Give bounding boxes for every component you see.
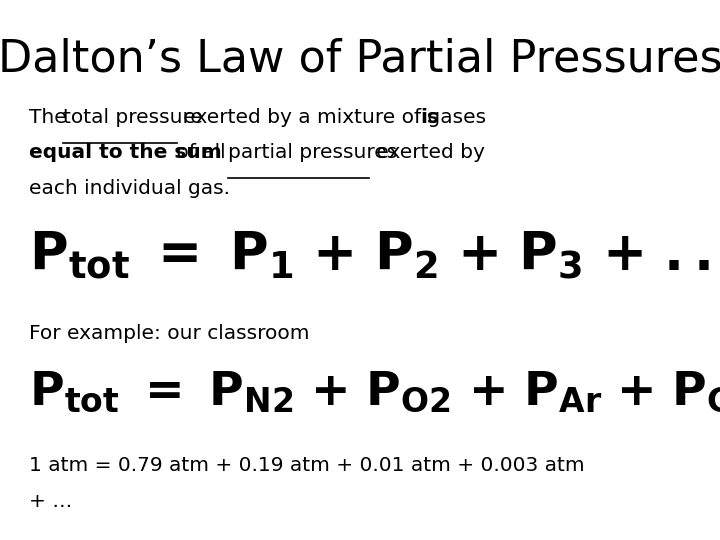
Text: of all: of all: [170, 143, 232, 162]
Text: + …: + …: [29, 492, 72, 511]
Text: total pressure: total pressure: [63, 108, 203, 127]
Text: is: is: [420, 108, 438, 127]
Text: exerted by a mixture of gases: exerted by a mixture of gases: [177, 108, 492, 127]
Text: The: The: [29, 108, 73, 127]
Text: 1 atm = 0.79 atm + 0.19 atm + 0.01 atm + 0.003 atm: 1 atm = 0.79 atm + 0.19 atm + 0.01 atm +…: [29, 456, 585, 475]
Text: equal to the sum: equal to the sum: [29, 143, 222, 162]
Text: For example: our classroom: For example: our classroom: [29, 324, 310, 343]
Text: Dalton’s Law of Partial Pressures: Dalton’s Law of Partial Pressures: [0, 38, 720, 81]
Text: exerted by: exerted by: [370, 143, 485, 162]
Text: partial pressures: partial pressures: [228, 143, 397, 162]
Text: each individual gas.: each individual gas.: [29, 179, 230, 198]
Text: $\mathbf{P}_{\mathbf{tot}}\ \mathbf{=}\ \mathbf{P}_{\mathbf{N2}}\ \mathbf{+}\ \m: $\mathbf{P}_{\mathbf{tot}}\ \mathbf{=}\ …: [29, 370, 720, 415]
Text: $\mathbf{P}_{\mathbf{tot}}\ \mathbf{=}\ \mathbf{P}_{\mathbf{1}}\ \mathbf{+}\ \ma: $\mathbf{P}_{\mathbf{tot}}\ \mathbf{=}\ …: [29, 230, 720, 281]
